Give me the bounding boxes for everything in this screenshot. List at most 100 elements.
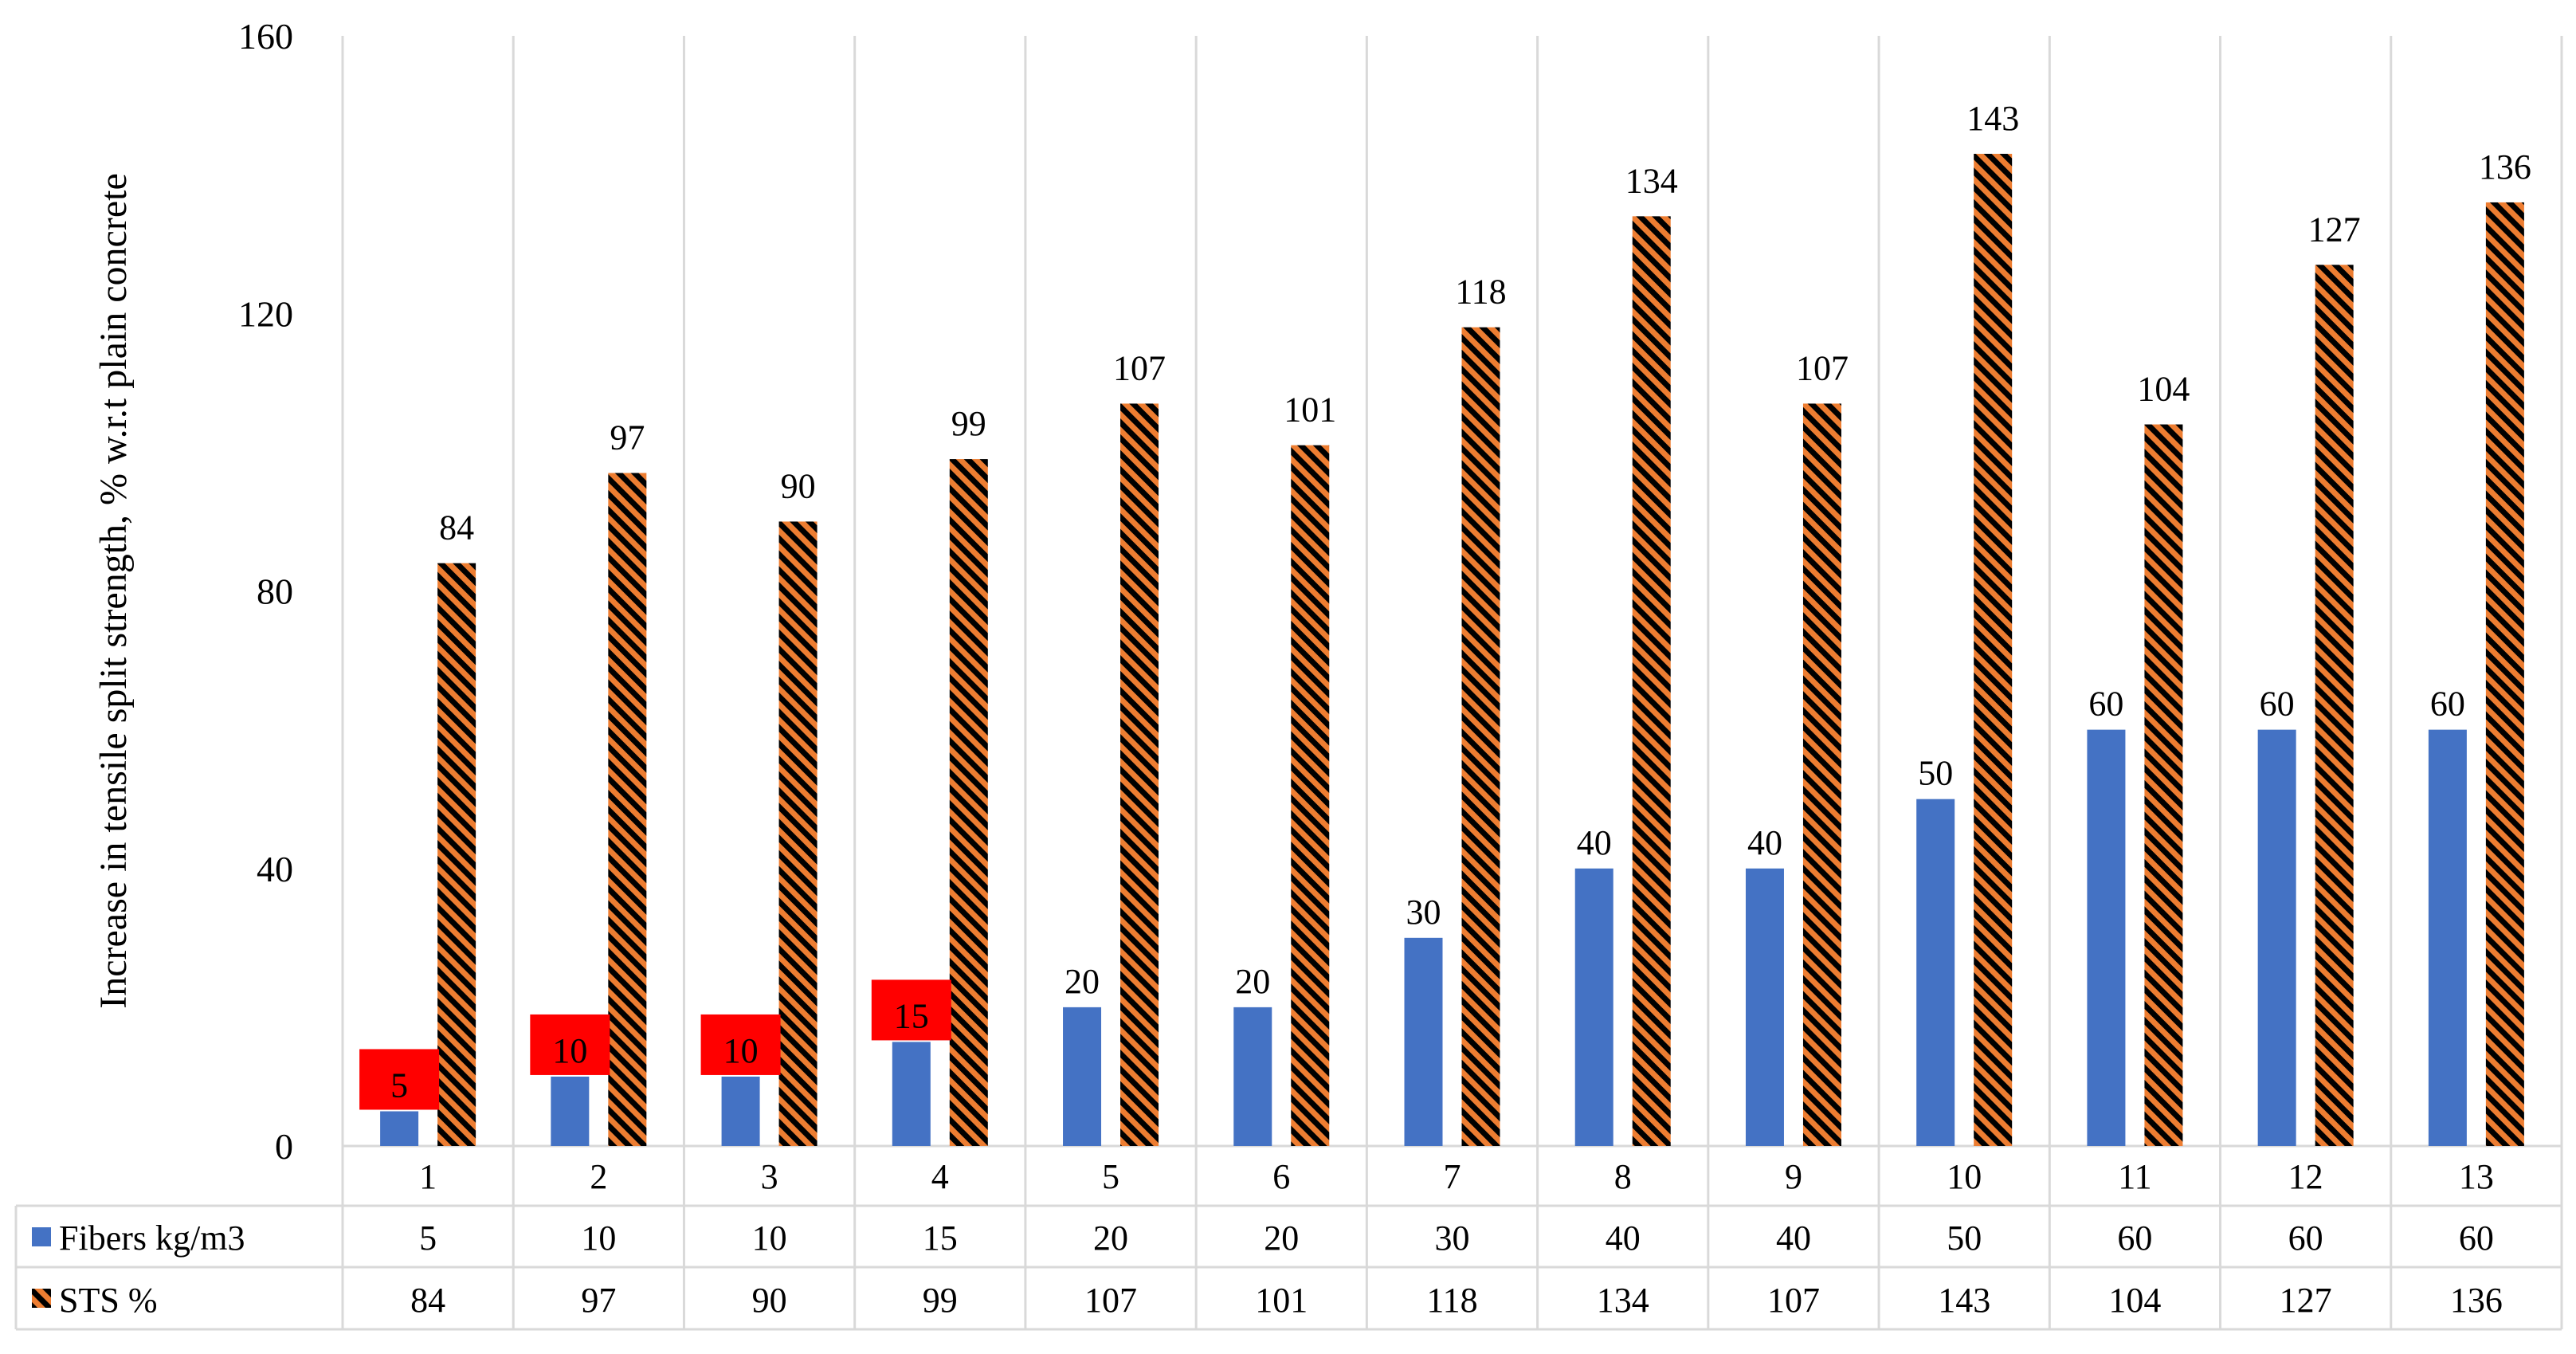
table-cell-sts: 143 [1938,1281,1990,1320]
table-cell-fibers: 5 [419,1219,437,1258]
bar-sts [1461,327,1500,1147]
table-cell-sts: 136 [2450,1281,2503,1320]
bar-fibers [1916,799,1955,1146]
table-cell-sts: 107 [1767,1281,1820,1320]
legend-label-fibers: Fibers kg/m3 [59,1219,245,1258]
table-cell-fibers: 60 [2117,1219,2152,1258]
bar-fibers [380,1111,419,1146]
legend-label-sts: STS % [59,1281,157,1320]
data-label-highlight [359,1049,440,1110]
table-cell-fibers: 30 [1435,1219,1470,1258]
data-label-fibers: 60 [2430,685,2465,724]
data-label-fibers: 40 [1747,823,1782,862]
data-label-sts: 84 [439,508,474,547]
data-label-fibers: 15 [894,996,929,1035]
bars [380,154,2524,1147]
data-label-fibers: 60 [2260,685,2295,724]
table-cell-fibers: 20 [1264,1219,1299,1258]
table-cell-sts: 107 [1084,1281,1137,1320]
bar-fibers [551,1076,590,1146]
bar-fibers [2087,729,2126,1146]
table-cell-sts: 134 [1597,1281,1649,1320]
bar-sts [2315,265,2354,1146]
data-label-sts: 97 [610,418,645,457]
data-label-sts: 107 [1796,348,1849,387]
data-label-fibers: 20 [1065,962,1100,1001]
data-label-highlight [530,1014,610,1075]
table-cell-sts: 84 [410,1281,445,1320]
table-cell-fibers: 40 [1606,1219,1641,1258]
data-label-sts: 90 [781,466,816,505]
x-tick-label: 11 [2118,1157,2151,1196]
data-label-fibers: 10 [552,1031,587,1070]
y-tick-label: 40 [257,849,293,889]
table-cell-fibers: 50 [1947,1219,1982,1258]
bar-sts [437,563,476,1146]
bar-sts [778,521,817,1146]
bar-fibers [1233,1007,1272,1146]
bar-fibers [2257,729,2296,1146]
table-cell-fibers: 60 [2288,1219,2323,1258]
x-tick-label: 3 [761,1157,778,1196]
table-cell-sts: 118 [1426,1281,1477,1320]
data-label-fibers: 20 [1235,962,1270,1001]
y-tick-label: 120 [238,293,293,334]
bar-sts [1120,403,1159,1146]
x-tick-label: 13 [2459,1157,2494,1196]
data-label-sts: 107 [1113,348,1166,387]
data-label-sts: 104 [2137,370,2190,409]
x-tick-label: 1 [419,1157,437,1196]
data-label-sts: 134 [1625,161,1678,200]
bar-sts [1291,445,1330,1146]
x-tick-label: 7 [1444,1157,1461,1196]
bar-sts [1632,216,1671,1146]
x-tick-label: 12 [2288,1157,2323,1196]
bar-sts [949,459,988,1146]
x-tick-label: 10 [1947,1157,1982,1196]
y-tick-label: 0 [275,1126,293,1167]
data-label-fibers: 60 [2088,685,2123,724]
data-label-fibers: 30 [1406,893,1441,932]
x-tick-label: 8 [1614,1157,1632,1196]
bar-fibers [892,1042,931,1146]
bar-sts [1974,154,2013,1147]
table-cell-sts: 90 [752,1281,787,1320]
data-label-sts: 136 [2479,147,2531,186]
bar-fibers [1574,868,1613,1146]
bar-sts [2485,202,2524,1147]
table-cell-fibers: 60 [2459,1219,2494,1258]
y-axis-label: Increase in tensile split strength, % w.… [92,173,135,1009]
data-labels: 5 84 10 97 10 90 15 99 20 107 20 101 30 118 40 134 40 107… [359,99,2531,1110]
data-table: 1584210973109041599520107620101730118840… [32,1157,2503,1320]
data-label-fibers: 50 [1918,754,1953,793]
bar-fibers [1063,1007,1102,1146]
table-cell-sts: 104 [2108,1281,2161,1320]
data-label-sts: 101 [1284,391,1336,430]
table-cell-fibers: 20 [1093,1219,1128,1258]
bar-fibers [721,1076,760,1146]
table-cell-fibers: 10 [581,1219,616,1258]
table-cell-fibers: 10 [752,1219,787,1258]
table-cell-sts: 101 [1255,1281,1308,1320]
bar-fibers [1745,868,1784,1146]
table-cell-sts: 127 [2280,1281,2332,1320]
data-label-sts: 99 [951,404,986,443]
table-cell-fibers: 40 [1776,1219,1811,1258]
bar-sts [608,473,647,1146]
bar-sts [1802,403,1841,1146]
data-label-fibers: 40 [1577,823,1612,862]
table-cell-sts: 97 [581,1281,616,1320]
data-label-sts: 118 [1455,273,1506,312]
data-label-sts: 143 [1966,99,2019,138]
legend-key-fibers [32,1227,51,1246]
data-label-highlight [871,979,951,1041]
x-tick-label: 9 [1785,1157,1802,1196]
y-tick-label: 160 [238,16,293,57]
gridlines [14,36,2563,1331]
y-axis: 0 40 80 120 160 [238,16,293,1167]
data-label-fibers: 5 [390,1066,408,1105]
x-tick-label: 5 [1102,1157,1119,1196]
x-tick-label: 4 [931,1157,949,1196]
table-cell-sts: 99 [923,1281,958,1320]
